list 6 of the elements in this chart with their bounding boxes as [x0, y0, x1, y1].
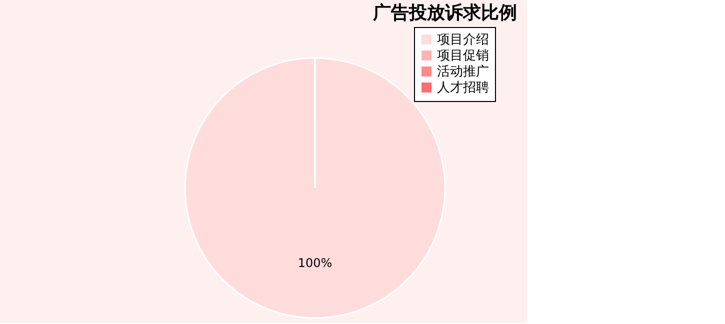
- legend-label: 活动推广: [437, 64, 489, 80]
- data-label: 100%: [298, 256, 332, 270]
- chart-title: 广告投放诉求比例: [372, 2, 517, 24]
- legend-label: 项目介绍: [437, 32, 489, 48]
- legend-label: 人才招聘: [437, 80, 489, 96]
- legend-label: 项目促销: [437, 48, 489, 64]
